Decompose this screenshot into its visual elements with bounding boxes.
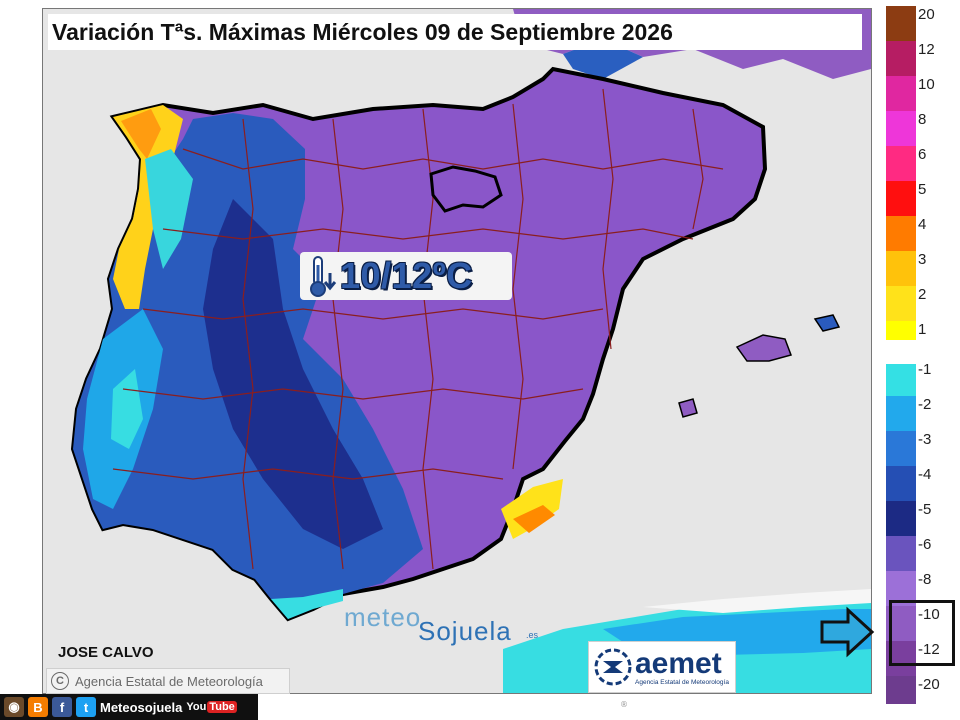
social-handle[interactable]: Meteosojuela bbox=[100, 699, 183, 715]
coastal-teal-zone bbox=[111, 369, 143, 449]
legend-swatch bbox=[886, 431, 916, 466]
copyright-icon: C bbox=[51, 672, 69, 690]
legend-swatch bbox=[886, 396, 916, 431]
temperature-map bbox=[43, 9, 871, 693]
galicia-hot bbox=[121, 109, 161, 159]
facebook-icon[interactable]: f bbox=[52, 697, 72, 717]
legend-swatch bbox=[886, 216, 916, 251]
legend-gap bbox=[886, 340, 916, 364]
map-title: Variación Tªs. Máximas Miércoles 09 de S… bbox=[48, 14, 862, 50]
dark-blue-zone bbox=[203, 199, 383, 549]
legend-swatch bbox=[886, 466, 916, 501]
legend-swatch bbox=[886, 76, 916, 111]
legend-label: -1 bbox=[918, 361, 932, 378]
legend-label: 4 bbox=[918, 216, 927, 233]
aemet-name: aemet bbox=[635, 646, 722, 680]
temperature-annotation: 10/12ºC bbox=[300, 252, 512, 300]
arrow-right-icon bbox=[820, 606, 875, 658]
twitter-icon[interactable]: t bbox=[76, 697, 96, 717]
meteosojuela-watermark: meteo Sojuela .es bbox=[340, 602, 550, 646]
thermometer-down-icon bbox=[310, 256, 337, 297]
youtube-tube: Tube bbox=[207, 701, 237, 713]
legend-highlight-box bbox=[889, 600, 955, 666]
small-mark: ® bbox=[620, 700, 628, 709]
menorca bbox=[813, 314, 841, 332]
youtube-you: You bbox=[186, 701, 207, 713]
legend-label: -10 bbox=[918, 606, 940, 623]
copyright-text: Agencia Estatal de Meteorología bbox=[75, 673, 263, 689]
legend-swatch bbox=[886, 41, 916, 76]
aemet-logo-box: aemet Agencia Estatal de Meteorología bbox=[588, 641, 736, 693]
la-rioja-outline bbox=[429, 165, 503, 213]
murcia-warm bbox=[501, 479, 563, 539]
legend-label: -20 bbox=[918, 676, 940, 693]
color-legend bbox=[886, 6, 916, 704]
watermark-part3: .es bbox=[526, 630, 539, 640]
legend-label: 6 bbox=[918, 146, 927, 163]
legend-label: -2 bbox=[918, 396, 932, 413]
legend-swatch bbox=[886, 251, 916, 286]
ibiza bbox=[678, 398, 698, 418]
legend-label: 20 bbox=[918, 6, 935, 23]
galicia-cyan bbox=[145, 149, 193, 269]
legend-label: 3 bbox=[918, 251, 927, 268]
legend-label: 5 bbox=[918, 181, 927, 198]
blogger-icon[interactable]: B bbox=[28, 697, 48, 717]
legend-label: -5 bbox=[918, 501, 932, 518]
south-coast-cyan bbox=[271, 589, 343, 619]
legend-swatch bbox=[886, 676, 916, 704]
legend-swatch bbox=[886, 361, 916, 396]
instagram-icon[interactable]: ◉ bbox=[4, 697, 24, 717]
legend-label: 10 bbox=[918, 76, 935, 93]
legend-label: -4 bbox=[918, 466, 932, 483]
legend-swatch bbox=[886, 6, 916, 41]
north-africa-coast bbox=[643, 589, 871, 613]
legend-label: 12 bbox=[918, 41, 935, 58]
watermark-part1: meteo bbox=[344, 602, 422, 632]
map-frame bbox=[42, 8, 872, 694]
legend-label: 2 bbox=[918, 286, 927, 303]
legend-label: -8 bbox=[918, 571, 932, 588]
legend-label: 1 bbox=[918, 321, 927, 338]
legend-label: 8 bbox=[918, 111, 927, 128]
legend-swatch bbox=[886, 181, 916, 216]
temperature-range-text: 10/12ºC bbox=[340, 255, 473, 296]
social-bar: ◉ B f t Meteosojuela You Tube bbox=[0, 694, 258, 720]
legend-label: -6 bbox=[918, 536, 932, 553]
mallorca bbox=[735, 334, 792, 362]
legend-swatch bbox=[886, 536, 916, 571]
youtube-icon[interactable]: You Tube bbox=[186, 701, 237, 713]
aemet-text: aemet Agencia Estatal de Meteorología bbox=[635, 646, 729, 686]
legend-label: -3 bbox=[918, 431, 932, 448]
aemet-subtitle: Agencia Estatal de Meteorología bbox=[635, 678, 729, 686]
legend-label: -12 bbox=[918, 641, 940, 658]
watermark-part2: Sojuela bbox=[418, 616, 512, 646]
copyright-credit: C Agencia Estatal de Meteorología bbox=[46, 668, 290, 694]
aemet-logo-icon bbox=[594, 648, 632, 686]
province-borders bbox=[112, 88, 724, 570]
legend-swatch bbox=[886, 146, 916, 181]
legend-swatch bbox=[886, 111, 916, 146]
legend-swatch bbox=[886, 501, 916, 536]
murcia-hot bbox=[513, 505, 555, 533]
author-credit: JOSE CALVO bbox=[58, 644, 154, 661]
legend-swatch bbox=[886, 286, 916, 321]
